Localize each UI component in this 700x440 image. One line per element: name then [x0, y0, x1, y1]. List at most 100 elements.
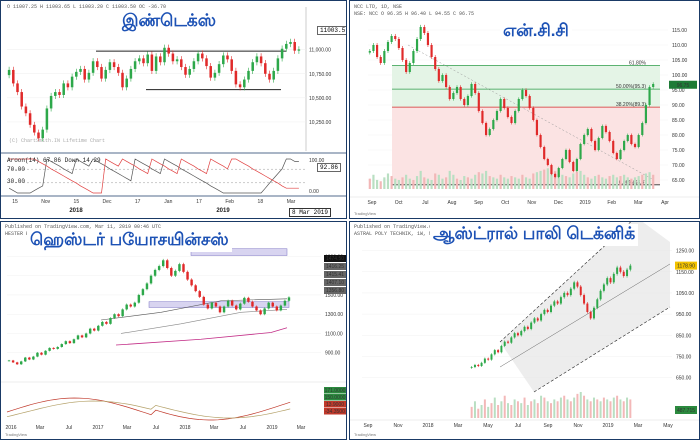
index-candle	[297, 49, 301, 51]
chart-title: ஹெஸ்டர் பயோசயின்சஸ்	[27, 230, 232, 252]
ncc-candle	[441, 75, 444, 81]
volume-bar	[539, 170, 542, 189]
ncc-candle	[455, 87, 459, 93]
x-tick-label: 2016	[5, 425, 16, 431]
ncc-candle	[579, 144, 582, 159]
index-candle	[230, 59, 233, 71]
ncc-candle	[408, 63, 411, 72]
volume-bar	[535, 172, 539, 189]
index-candle	[121, 72, 124, 88]
volume-bar	[553, 399, 556, 418]
hester-candle	[44, 350, 47, 355]
volume-bar	[459, 179, 462, 189]
x-tick-label: Apr	[661, 200, 669, 206]
ncc-candle	[641, 123, 644, 135]
astral-candle	[540, 314, 543, 321]
fib-level-label: 50.00%(95.3)	[616, 84, 646, 90]
x-tick-label: Aug	[447, 200, 456, 206]
price-tick-label: 950.00	[676, 312, 692, 318]
header-line-2: ASTRAL POLY TECHNIK, 1W, NSE	[354, 231, 439, 237]
hester-chart-svg: 1900.001700.001500.001300.001100.00900.0…	[1, 248, 346, 431]
volume-bar	[561, 174, 564, 189]
volume-bar	[633, 177, 637, 189]
price-tick-label: 10,750.00	[309, 72, 331, 78]
x-tick-label: Mar	[287, 199, 296, 205]
hester-candle	[68, 341, 72, 344]
ncc-candle	[426, 33, 430, 45]
index-candle	[41, 129, 44, 139]
ncc-candle	[572, 162, 575, 171]
price-badge-bg	[675, 261, 697, 270]
watermark: (C) ChartSmith.IN Lifetime Chart	[9, 138, 106, 144]
volume-bar	[492, 177, 495, 189]
x-tick-label: May	[663, 423, 673, 429]
astral-candle	[573, 282, 576, 289]
hester-candle	[48, 347, 51, 351]
osc-tick-label: 0.00	[309, 189, 319, 195]
astral-candle	[563, 292, 566, 298]
astral-candle	[497, 350, 500, 353]
ncc-candle	[583, 135, 586, 144]
x-tick-label: Sep	[474, 200, 483, 206]
macd-badge-bg	[324, 401, 346, 408]
trend-line	[407, 44, 655, 181]
index-candle	[209, 66, 212, 78]
trailing-stop-line	[115, 327, 288, 346]
year-label: 2019	[216, 208, 230, 214]
astral-candle	[602, 284, 605, 291]
index-candle	[272, 70, 275, 80]
price-tick-label: 900.00	[325, 351, 341, 357]
moving-average-line	[100, 298, 288, 321]
date-badge: 8 Mar 2019	[289, 208, 332, 217]
hester-candle	[239, 303, 242, 310]
volume-bar	[524, 177, 528, 189]
osc-tick-label: 100.00	[309, 158, 325, 164]
regression-channel	[500, 222, 670, 392]
volume-bar	[368, 178, 371, 189]
chart-title: என்.சி.சி	[500, 21, 572, 43]
index-candle	[159, 56, 162, 63]
index-candle	[66, 83, 70, 88]
x-tick-label: Feb	[225, 199, 234, 205]
price-badge-bg	[324, 263, 346, 270]
index-candle	[83, 68, 86, 80]
index-candle	[205, 58, 208, 67]
hester-candle	[271, 302, 274, 307]
hester-candle	[161, 260, 165, 267]
ncc-candle	[568, 150, 571, 162]
hester-candle	[113, 314, 116, 319]
ncc-candle	[633, 144, 637, 147]
index-candle	[247, 70, 250, 80]
volume-bar	[379, 181, 382, 189]
macd-badge-bg	[324, 394, 346, 401]
volume-bar	[550, 403, 552, 418]
ncc-candle	[644, 105, 648, 123]
volume-bar	[557, 173, 560, 189]
astral-candle	[490, 354, 493, 360]
volume-bar	[523, 397, 526, 418]
price-tick-label: 10,500.00	[309, 96, 331, 102]
x-tick-label: Mar	[634, 200, 643, 206]
hester-candle	[80, 335, 84, 338]
volume-bar	[487, 406, 490, 418]
ncc-candle	[601, 126, 604, 138]
ncc-candle	[623, 141, 626, 150]
ncc-candle	[550, 165, 553, 174]
ncc-candle	[452, 93, 455, 99]
price-badge-label: 1415.41	[326, 272, 344, 278]
price-tick-label: 1050.00	[676, 291, 694, 297]
ncc-candle	[510, 117, 513, 123]
hester-candle	[64, 341, 68, 345]
hester-candle	[28, 357, 31, 360]
index-candle	[188, 68, 191, 75]
ncc-candle	[604, 126, 608, 132]
chart-title: இண்டெக்ஸ்	[119, 11, 220, 33]
hester-candle	[247, 297, 250, 302]
astral-candle	[510, 337, 513, 343]
x-tick-label: May	[483, 423, 493, 429]
ncc-candle	[423, 27, 426, 33]
hester-candle	[76, 335, 80, 340]
ncc-candle	[619, 150, 622, 159]
volume-bar	[615, 177, 618, 189]
volume-bar	[609, 401, 612, 418]
